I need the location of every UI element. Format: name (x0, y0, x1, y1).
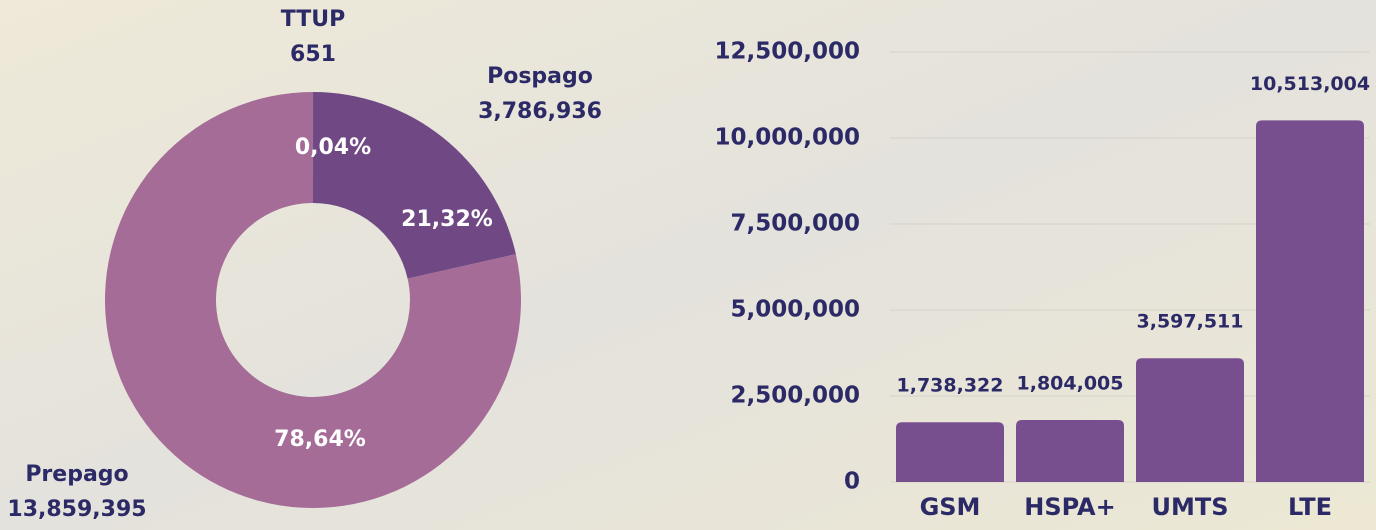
percent-label: 0,04% (295, 135, 371, 160)
slice-name: Pospago (487, 64, 593, 89)
bar (1016, 419, 1124, 482)
y-tick-label: 0 (844, 469, 860, 495)
slice-name: Prepago (25, 462, 128, 487)
bar (1256, 120, 1364, 482)
bar (896, 422, 1004, 482)
y-tick-label: 5,000,000 (731, 297, 861, 323)
y-tick-label: 7,500,000 (731, 211, 861, 237)
bar-value-label: 3,597,511 (1137, 311, 1244, 333)
slice-value: 651 (290, 42, 336, 67)
slice-value: 13,859,395 (7, 497, 146, 522)
x-tick-label: LTE (1288, 493, 1332, 521)
x-tick-label: HSPA+ (1024, 493, 1115, 521)
bar (1136, 358, 1244, 482)
bar-value-label: 10,513,004 (1250, 73, 1370, 95)
bar-value-label: 1,738,322 (897, 375, 1004, 397)
percent-label: 21,32% (401, 207, 493, 232)
slice-name: TTUP (281, 7, 346, 32)
bar-value-label: 1,804,005 (1017, 372, 1124, 394)
y-tick-label: 12,500,000 (714, 39, 860, 65)
percent-label: 78,64% (274, 427, 366, 452)
donut-slice (104, 92, 521, 508)
y-tick-label: 10,000,000 (714, 125, 860, 151)
x-tick-label: UMTS (1151, 493, 1228, 521)
donut-slice (313, 92, 516, 279)
y-tick-label: 2,500,000 (731, 383, 861, 409)
x-tick-label: GSM (920, 493, 981, 521)
slice-value: 3,786,936 (478, 99, 602, 124)
